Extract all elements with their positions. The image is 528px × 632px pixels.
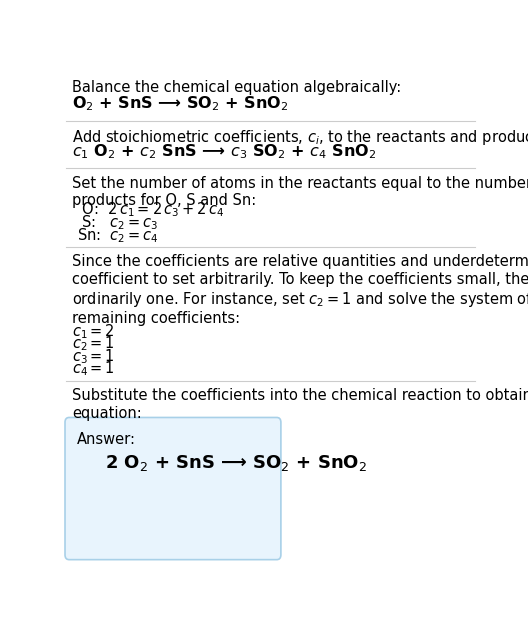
Text: O$_2$ + SnS ⟶ SO$_2$ + SnO$_2$: O$_2$ + SnS ⟶ SO$_2$ + SnO$_2$	[72, 94, 289, 113]
Text: $c_1$ O$_2$ + $c_2$ SnS ⟶ $c_3$ SO$_2$ + $c_4$ SnO$_2$: $c_1$ O$_2$ + $c_2$ SnS ⟶ $c_3$ SO$_2$ +…	[72, 142, 376, 161]
Text: Balance the chemical equation algebraically:: Balance the chemical equation algebraica…	[72, 80, 401, 95]
FancyBboxPatch shape	[65, 418, 281, 560]
Text: $c_4 = 1$: $c_4 = 1$	[72, 359, 115, 378]
Text: S:   $c_2 = c_3$: S: $c_2 = c_3$	[77, 214, 158, 233]
Text: Answer:: Answer:	[77, 432, 136, 447]
Text: $c_1 = 2$: $c_1 = 2$	[72, 322, 115, 341]
Text: Substitute the coefficients into the chemical reaction to obtain the balanced
eq: Substitute the coefficients into the che…	[72, 389, 528, 421]
Text: Add stoichiometric coefficients, $c_i$, to the reactants and products:: Add stoichiometric coefficients, $c_i$, …	[72, 128, 528, 147]
Text: Set the number of atoms in the reactants equal to the number of atoms in the
pro: Set the number of atoms in the reactants…	[72, 176, 528, 209]
Text: 2 O$_2$ + SnS ⟶ SO$_2$ + SnO$_2$: 2 O$_2$ + SnS ⟶ SO$_2$ + SnO$_2$	[105, 453, 367, 473]
Text: $c_2 = 1$: $c_2 = 1$	[72, 334, 115, 353]
Text: O:  $2\,c_1 = 2\,c_3 + 2\,c_4$: O: $2\,c_1 = 2\,c_3 + 2\,c_4$	[77, 200, 224, 219]
Text: $c_3 = 1$: $c_3 = 1$	[72, 347, 115, 365]
Text: Since the coefficients are relative quantities and underdetermined, choose a
coe: Since the coefficients are relative quan…	[72, 255, 528, 326]
Text: Sn:  $c_2 = c_4$: Sn: $c_2 = c_4$	[77, 227, 158, 245]
